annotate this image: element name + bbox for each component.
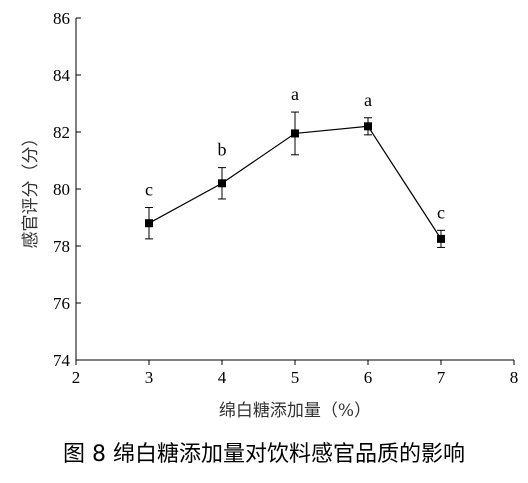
y-tick-label: 82 [53, 123, 70, 142]
data-point [364, 122, 372, 131]
data-point [437, 234, 445, 243]
x-tick-label: 8 [510, 368, 519, 387]
y-tick-label: 78 [53, 237, 70, 256]
y-tick-label: 74 [53, 351, 71, 370]
y-tick-label: 80 [53, 180, 70, 199]
x-tick-label: 5 [291, 368, 300, 387]
y-tick-label: 86 [53, 9, 70, 28]
significance-label: b [218, 140, 227, 160]
data-point [218, 179, 226, 188]
chart-axes [75, 18, 514, 361]
plot-area: c b a a c [145, 84, 445, 248]
significance-label: a [291, 84, 299, 104]
y-axis-title: 感官评分（分） [21, 130, 41, 249]
figure-caption: 图 8 绵白糖添加量对饮料感官品质的影响 [63, 442, 465, 467]
x-axis-title: 绵白糖添加量（%） [219, 401, 371, 421]
x-tick-label: 7 [437, 368, 446, 387]
y-tick-label: 76 [53, 294, 70, 313]
significance-label: a [364, 90, 372, 110]
x-tick-label: 3 [145, 368, 154, 387]
x-tick-label: 4 [218, 368, 227, 387]
x-axis-ticks: 2 3 4 5 6 7 8 [72, 360, 519, 387]
x-tick-label: 6 [364, 368, 373, 387]
significance-label: c [145, 180, 153, 200]
x-tick-label: 2 [72, 368, 81, 387]
significance-label: c [437, 202, 445, 222]
data-point [145, 219, 153, 228]
y-axis-ticks: 74 76 78 80 82 84 86 [53, 9, 81, 370]
data-point [291, 129, 299, 138]
y-tick-label: 84 [53, 66, 71, 85]
